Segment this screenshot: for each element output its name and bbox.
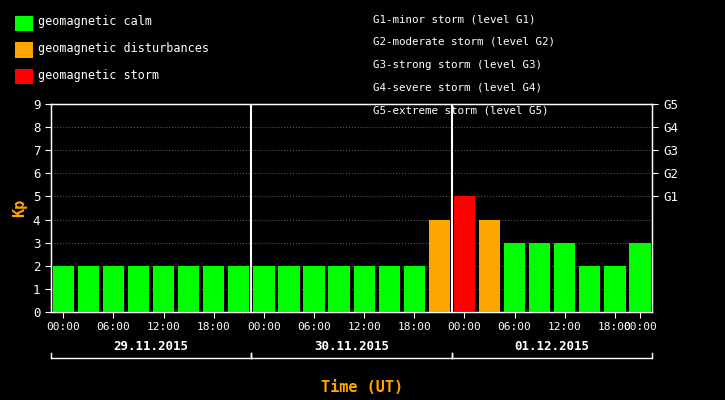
Bar	[579, 266, 600, 312]
Bar	[228, 266, 249, 312]
Text: G5-extreme storm (level G5): G5-extreme storm (level G5)	[373, 105, 549, 115]
Text: G1-minor storm (level G1): G1-minor storm (level G1)	[373, 14, 536, 24]
Text: geomagnetic disturbances: geomagnetic disturbances	[38, 42, 210, 55]
Bar	[303, 266, 325, 312]
Bar	[479, 220, 500, 312]
Text: Time (UT): Time (UT)	[321, 380, 404, 396]
Bar	[153, 266, 174, 312]
Bar	[629, 243, 650, 312]
Bar	[178, 266, 199, 312]
Bar	[203, 266, 224, 312]
Bar	[53, 266, 74, 312]
Bar	[103, 266, 124, 312]
Text: 30.11.2015: 30.11.2015	[314, 340, 389, 352]
Bar	[504, 243, 525, 312]
Bar	[78, 266, 99, 312]
Text: geomagnetic storm: geomagnetic storm	[38, 69, 160, 82]
Text: 29.11.2015: 29.11.2015	[114, 340, 188, 352]
Bar	[529, 243, 550, 312]
Bar	[128, 266, 149, 312]
Bar	[428, 220, 450, 312]
Bar	[404, 266, 425, 312]
Y-axis label: Kp: Kp	[12, 199, 28, 217]
Bar	[604, 266, 626, 312]
Text: 01.12.2015: 01.12.2015	[515, 340, 589, 352]
Text: geomagnetic calm: geomagnetic calm	[38, 16, 152, 28]
Bar	[378, 266, 400, 312]
Text: G3-strong storm (level G3): G3-strong storm (level G3)	[373, 60, 542, 70]
Bar	[454, 196, 475, 312]
Text: G2-moderate storm (level G2): G2-moderate storm (level G2)	[373, 37, 555, 47]
Bar	[253, 266, 275, 312]
Bar	[278, 266, 299, 312]
Bar	[328, 266, 349, 312]
Text: G4-severe storm (level G4): G4-severe storm (level G4)	[373, 82, 542, 92]
Bar	[554, 243, 576, 312]
Bar	[354, 266, 375, 312]
